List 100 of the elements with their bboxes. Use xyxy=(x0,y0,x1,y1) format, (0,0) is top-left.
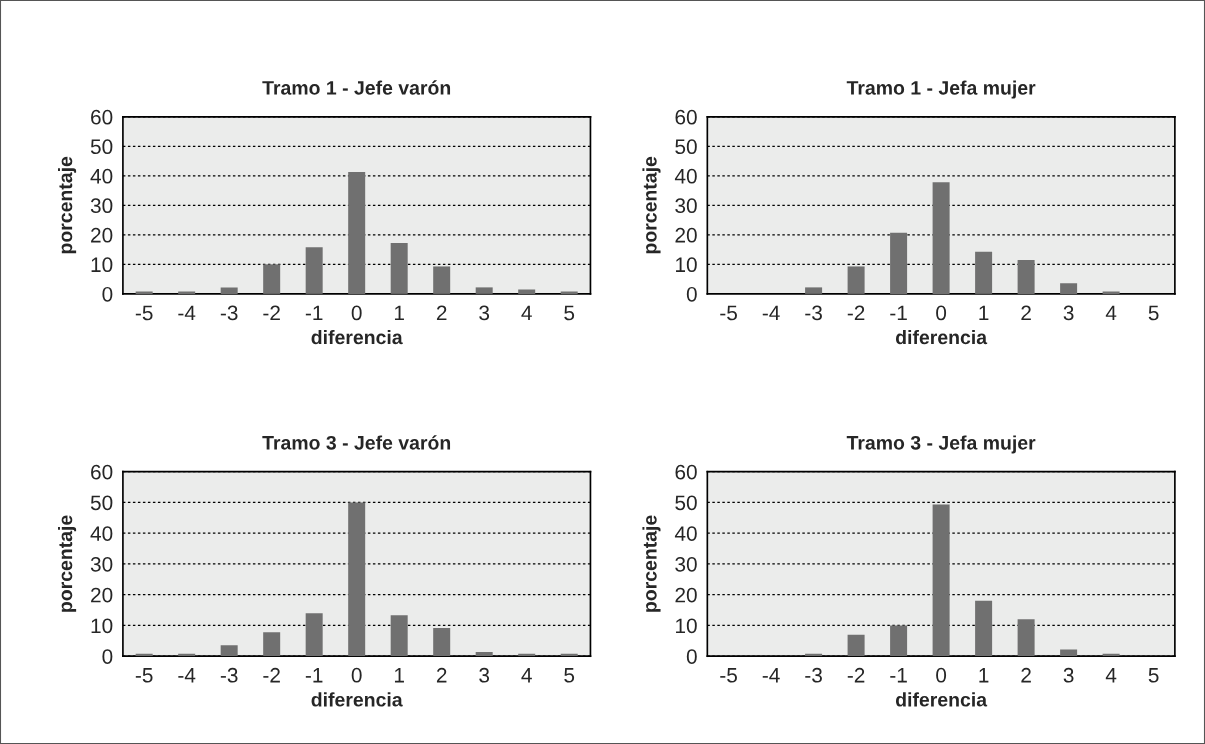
x-tick-label: 3 xyxy=(1063,667,1074,683)
x-tick-label: 3 xyxy=(479,667,490,683)
y-tick-label: 0 xyxy=(102,649,113,664)
chart-title: Tramo 1 - Jefa mujer xyxy=(846,80,1036,99)
y-tick-label: 50 xyxy=(90,495,113,511)
bar xyxy=(220,287,238,294)
x-tick-label: 2 xyxy=(436,667,447,683)
x-tick-label: -5 xyxy=(720,305,737,321)
x-tick-label: 5 xyxy=(564,305,575,321)
x-tick-label: -4 xyxy=(762,668,780,683)
bar xyxy=(475,287,493,294)
y-tick-label: 40 xyxy=(90,168,113,184)
y-axis-title: porcentaje xyxy=(642,515,661,612)
x-tick-label: 3 xyxy=(1063,305,1074,321)
x-tick-label: -5 xyxy=(135,668,153,683)
y-tick-label: 10 xyxy=(676,257,697,273)
bar xyxy=(847,634,865,657)
y-tick-label: 10 xyxy=(676,618,697,634)
x-tick-label: -1 xyxy=(305,305,323,321)
y-tick-label: 40 xyxy=(674,168,697,184)
x-tick-label: 2 xyxy=(1021,667,1031,683)
chart-title: Tramo 3 - Jefa mujer xyxy=(846,435,1036,454)
bar xyxy=(932,504,950,657)
x-tick-label: -1 xyxy=(890,305,907,321)
x-tick-label: -3 xyxy=(220,305,238,321)
chart-title: Tramo 3 - Jefe varón xyxy=(262,435,451,450)
chart-title: Tramo 1 - Jefe varón xyxy=(262,80,451,95)
x-tick-label: 2 xyxy=(1021,305,1031,321)
x-tick-label: -5 xyxy=(720,668,737,683)
y-tick-label: 60 xyxy=(675,109,697,125)
y-tick-label: 20 xyxy=(91,227,113,243)
x-tick-label: 4 xyxy=(1105,305,1117,321)
bar xyxy=(890,232,908,294)
x-tick-label: 4 xyxy=(521,668,532,683)
x-tick-label: 1 xyxy=(394,305,404,321)
x-axis-title: diferencia xyxy=(311,692,403,707)
bar xyxy=(890,625,908,657)
bar xyxy=(263,632,281,657)
bar xyxy=(475,651,493,657)
x-tick-label: 1 xyxy=(979,305,989,321)
bar xyxy=(220,645,238,657)
y-tick-label: 0 xyxy=(102,286,113,302)
bar xyxy=(1017,259,1035,294)
bar xyxy=(305,613,323,657)
x-tick-label: -2 xyxy=(263,667,280,683)
bar xyxy=(348,502,366,657)
x-tick-label: -1 xyxy=(305,668,323,683)
y-tick-label: 30 xyxy=(90,198,113,214)
x-tick-label: -2 xyxy=(263,305,280,321)
x-tick-label: 0 xyxy=(351,305,362,321)
x-tick-label: 4 xyxy=(521,305,532,321)
x-tick-label: -5 xyxy=(135,305,153,321)
bar xyxy=(305,247,323,294)
x-tick-label: 5 xyxy=(564,668,575,683)
y-tick-label: 30 xyxy=(675,556,697,572)
x-tick-label: -1 xyxy=(890,668,907,683)
y-tick-label: 60 xyxy=(91,464,113,480)
bar xyxy=(847,266,865,294)
x-tick-label: -4 xyxy=(178,668,196,683)
bar xyxy=(518,289,536,294)
y-axis-title: porcentaje xyxy=(58,515,77,612)
y-tick-label: 60 xyxy=(91,109,113,125)
y-tick-label: 20 xyxy=(675,227,697,243)
y-tick-label: 40 xyxy=(90,526,113,541)
y-tick-label: 60 xyxy=(675,464,697,480)
bar xyxy=(390,243,408,294)
y-tick-label: 0 xyxy=(686,649,697,664)
bar xyxy=(1060,283,1078,294)
x-tick-label: -3 xyxy=(220,667,238,683)
y-tick-label: 40 xyxy=(674,526,697,541)
bar xyxy=(975,600,993,657)
x-axis-title: diferencia xyxy=(895,692,988,707)
x-tick-label: 5 xyxy=(1148,668,1159,683)
y-axis-title: porcentaje xyxy=(58,156,77,254)
y-tick-label: 10 xyxy=(91,257,113,273)
y-tick-label: 0 xyxy=(686,286,697,302)
y-tick-label: 50 xyxy=(675,139,697,155)
bar xyxy=(263,264,281,294)
x-tick-label: -2 xyxy=(847,667,865,683)
x-tick-label: 1 xyxy=(979,668,989,683)
bar xyxy=(433,627,451,657)
x-tick-label: 5 xyxy=(1148,305,1159,321)
x-tick-label: 0 xyxy=(936,667,947,683)
x-tick-label: 1 xyxy=(394,668,404,683)
bar xyxy=(932,182,950,294)
bar xyxy=(805,287,823,294)
x-axis-title: diferencia xyxy=(895,329,988,345)
x-tick-label: -3 xyxy=(805,667,822,683)
y-tick-label: 50 xyxy=(90,139,113,155)
x-tick-label: -4 xyxy=(762,305,780,321)
y-axis-title: porcentaje xyxy=(642,156,661,254)
x-tick-label: 4 xyxy=(1105,668,1117,683)
bar xyxy=(433,266,451,294)
y-tick-label: 30 xyxy=(675,198,697,214)
x-tick-label: 0 xyxy=(936,305,947,321)
bar xyxy=(390,615,408,657)
x-axis-title: diferencia xyxy=(311,329,403,345)
y-tick-label: 30 xyxy=(90,556,113,572)
x-tick-label: 0 xyxy=(351,667,362,683)
x-tick-label: -4 xyxy=(178,305,196,321)
